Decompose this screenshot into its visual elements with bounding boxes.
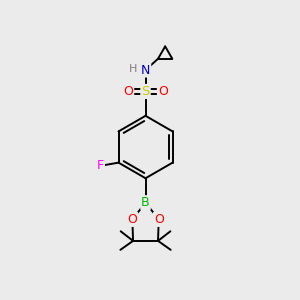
Text: O: O <box>128 213 137 226</box>
Text: O: O <box>123 85 133 98</box>
Text: B: B <box>141 196 150 209</box>
Text: N: N <box>141 64 150 76</box>
Text: F: F <box>97 159 104 172</box>
Text: O: O <box>158 85 168 98</box>
Text: S: S <box>141 85 150 98</box>
Text: O: O <box>154 213 164 226</box>
Text: H: H <box>129 64 137 74</box>
